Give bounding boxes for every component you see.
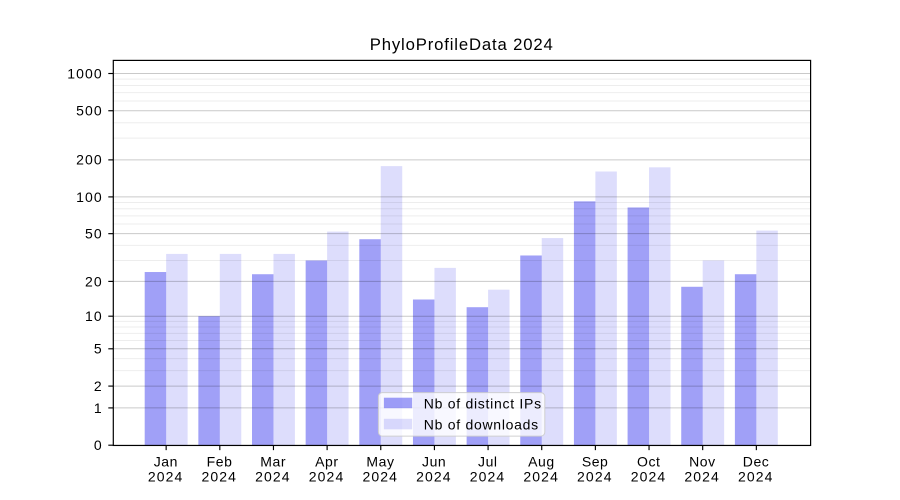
svg-text:Sep: Sep [582,453,609,469]
svg-text:1: 1 [94,400,103,416]
svg-text:5: 5 [94,341,103,357]
svg-text:100: 100 [76,189,103,205]
svg-text:2024: 2024 [523,468,559,484]
svg-text:Nov: Nov [689,453,716,469]
svg-text:2024: 2024 [416,468,452,484]
svg-text:Apr: Apr [315,453,338,469]
svg-text:2024: 2024 [362,468,398,484]
svg-text:Jun: Jun [422,453,446,469]
svg-text:2024: 2024 [631,468,667,484]
svg-text:Aug: Aug [528,453,555,469]
svg-text:2024: 2024 [309,468,345,484]
svg-text:0: 0 [94,437,103,453]
svg-text:Dec: Dec [743,453,770,469]
svg-text:PhyloProfileData 2024: PhyloProfileData 2024 [370,35,554,54]
svg-text:Oct: Oct [637,453,660,469]
svg-text:Jan: Jan [154,453,178,469]
svg-text:Feb: Feb [207,453,233,469]
svg-text:May: May [366,453,394,469]
svg-text:20: 20 [85,273,103,289]
svg-text:500: 500 [76,103,103,119]
svg-text:2024: 2024 [201,468,237,484]
svg-text:50: 50 [85,226,103,242]
svg-text:1000: 1000 [67,65,103,81]
svg-text:2024: 2024 [577,468,613,484]
svg-text:2024: 2024 [148,468,184,484]
svg-text:Mar: Mar [260,453,286,469]
svg-text:Nb of distinct IPs: Nb of distinct IPs [424,395,542,411]
svg-text:2024: 2024 [738,468,774,484]
svg-text:2: 2 [94,378,103,394]
svg-text:2024: 2024 [684,468,720,484]
svg-text:Nb of downloads: Nb of downloads [424,416,539,432]
svg-text:Jul: Jul [478,453,498,469]
svg-text:200: 200 [76,152,103,168]
svg-text:10: 10 [85,308,103,324]
svg-text:2024: 2024 [255,468,291,484]
svg-text:2024: 2024 [470,468,506,484]
